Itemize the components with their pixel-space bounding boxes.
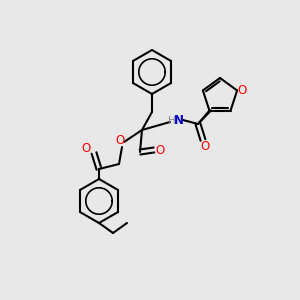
- Text: O: O: [81, 142, 91, 155]
- Text: N: N: [174, 113, 184, 127]
- Text: O: O: [200, 140, 210, 152]
- Text: H: H: [168, 116, 176, 126]
- Text: O: O: [238, 84, 247, 97]
- Text: O: O: [116, 134, 124, 146]
- Text: O: O: [155, 143, 165, 157]
